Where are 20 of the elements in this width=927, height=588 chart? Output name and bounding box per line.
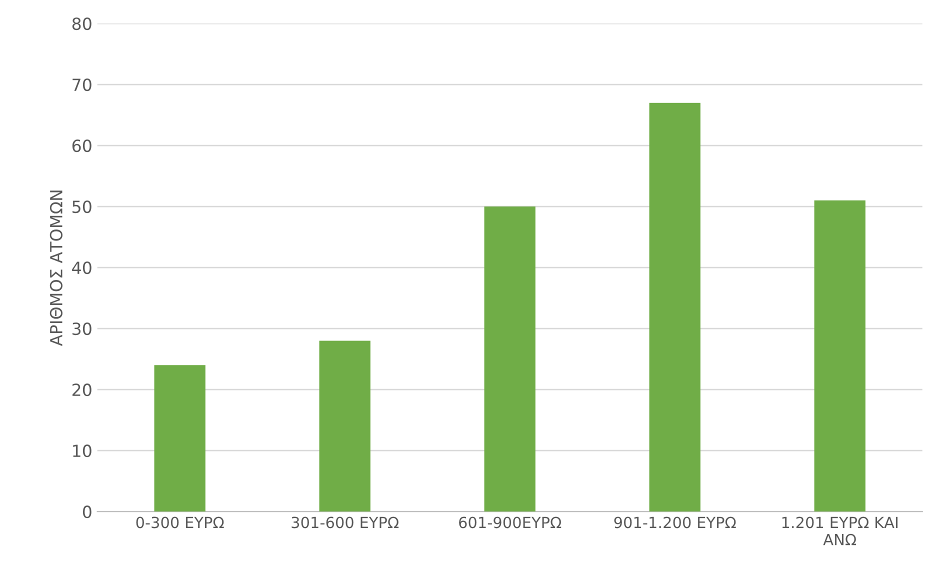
x-tick-label: 0-300 ΕΥΡΩ: [136, 516, 224, 528]
bar: [484, 206, 536, 512]
bar: [154, 365, 206, 512]
y-tick-label: 40: [72, 262, 92, 274]
x-tick-label: 901-1.200 ΕΥΡΩ: [614, 516, 736, 528]
y-tick-label: 70: [72, 78, 92, 92]
y-tick-label: 60: [72, 139, 92, 152]
y-tick-label: 80: [72, 17, 92, 30]
y-tick-label: 20: [72, 384, 92, 396]
x-tick-label: 601-900ΕΥΡΩ: [459, 516, 562, 528]
y-axis-title: ΑΡΙΘΜΟΣ ΑΤΟΜΩΝ: [50, 190, 62, 346]
y-tick-label: 0: [82, 506, 92, 518]
bar: [814, 200, 866, 512]
bar: [649, 102, 700, 512]
y-tick-label: 50: [72, 200, 92, 214]
y-tick-label: 10: [73, 444, 92, 458]
x-tick-label: 1.201 ΕΥΡΩ ΚΑΙ ΑΝΩ: [782, 516, 898, 546]
x-tick-label: 301-600 ΕΥΡΩ: [292, 516, 399, 528]
bar: [319, 340, 370, 512]
y-tick-label: 30: [72, 322, 92, 336]
